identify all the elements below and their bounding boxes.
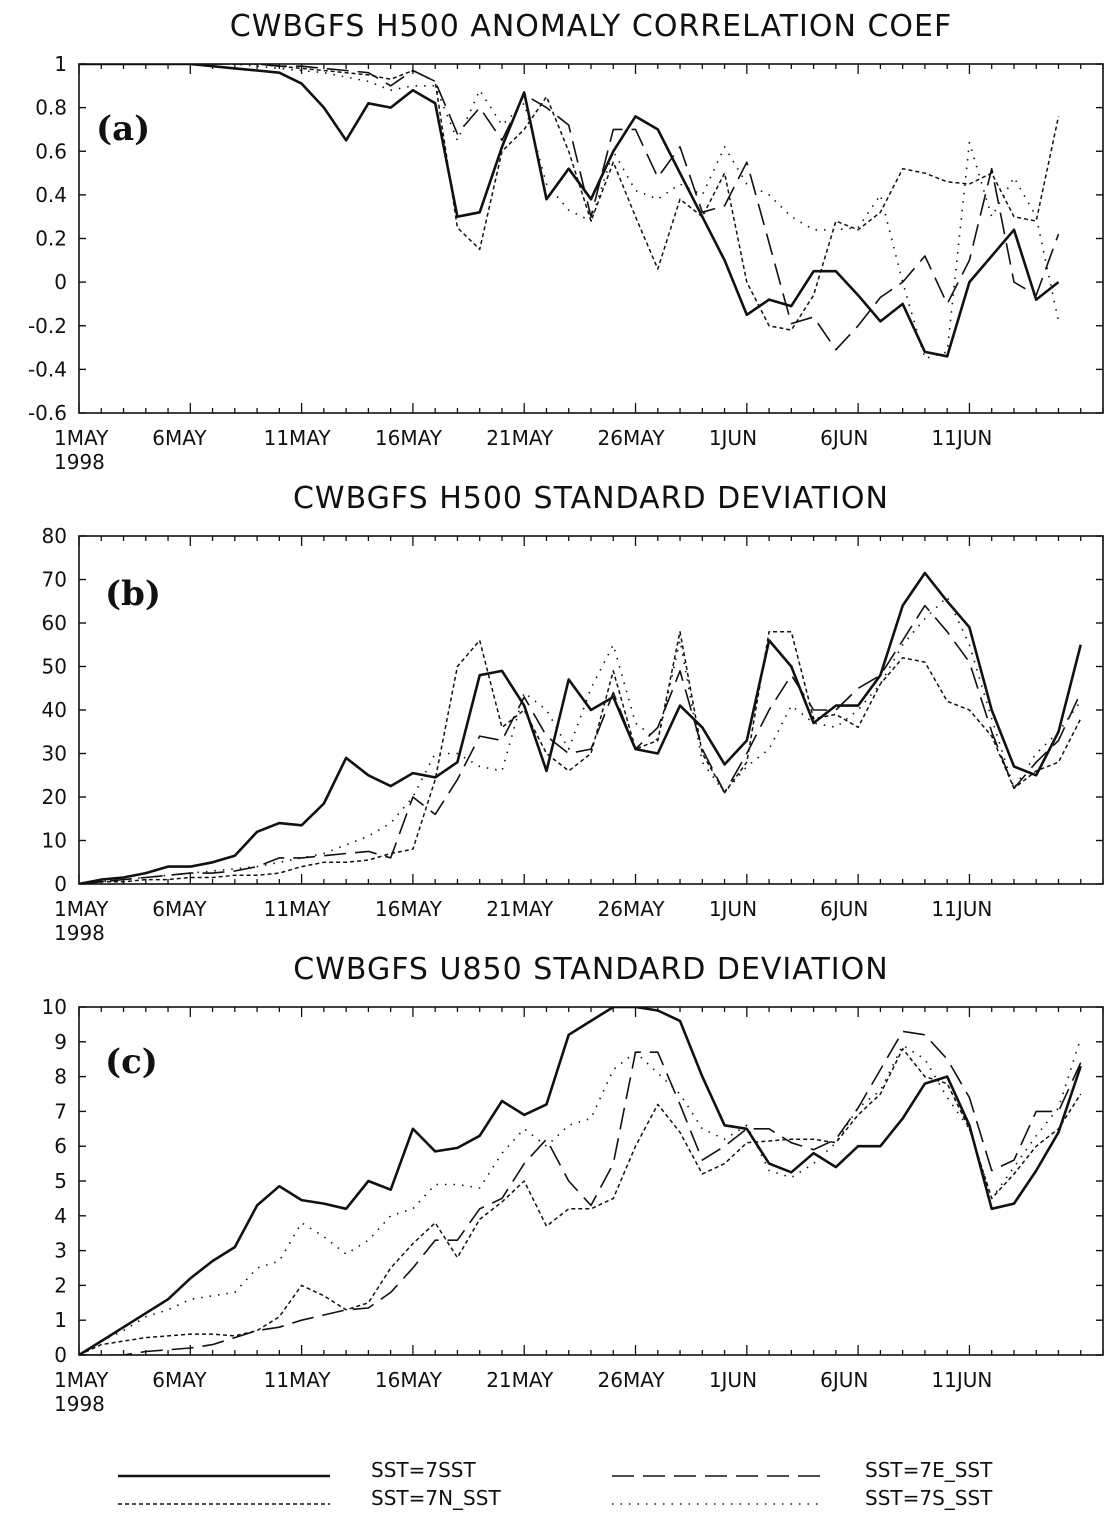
y-tick-label: 7: [54, 1099, 67, 1123]
legend-label: SST=7S_SST: [865, 1486, 993, 1510]
y-tick-label: 0: [54, 270, 67, 294]
x-tick-label: 1JUN: [709, 897, 757, 921]
y-tick-label: 1: [54, 52, 67, 76]
y-tick-label: 0: [54, 1343, 67, 1367]
y-tick-label: 20: [42, 785, 67, 809]
chart-panel-3: CWBGFS U850 STANDARD DEVIATION(c)1098765…: [42, 952, 1104, 1416]
y-tick-label: 6: [54, 1134, 67, 1158]
y-tick-label: 8: [54, 1065, 67, 1089]
x-tick-label: 26MAY: [598, 426, 666, 450]
x-tick-label: 11JUN: [931, 897, 992, 921]
y-tick-label: 30: [42, 742, 67, 766]
panel-label: (a): [96, 109, 150, 149]
x-year-label: 1998: [54, 921, 105, 945]
series-line-dotted: [79, 596, 1082, 884]
x-tick-label: 16MAY: [375, 897, 443, 921]
series-line-long-dash: [79, 64, 1060, 351]
legend-label: SST=7N_SST: [371, 1486, 501, 1510]
y-tick-label: 9: [54, 1030, 67, 1054]
x-tick-label: 21MAY: [486, 426, 554, 450]
legend-label: SST=7SST: [371, 1458, 476, 1482]
x-tick-label: 11JUN: [931, 1368, 992, 1392]
x-tick-label: 11JUN: [931, 426, 992, 450]
y-tick-label: 0.4: [35, 183, 67, 207]
legend-label: SST=7E_SST: [865, 1458, 993, 1482]
plot-frame: [78, 1006, 1104, 1356]
series-line-solid: [79, 1007, 1082, 1355]
panel-label: (b): [105, 574, 161, 614]
y-tick-label: 0.2: [35, 227, 67, 251]
series-line-dotted: [79, 1038, 1082, 1355]
x-tick-label: 1MAY: [54, 426, 109, 450]
chart-title: CWBGFS H500 STANDARD DEVIATION: [293, 481, 889, 516]
x-tick-label: 6MAY: [152, 426, 207, 450]
y-tick-label: 80: [42, 524, 67, 548]
x-tick-label: 21MAY: [486, 1368, 554, 1392]
panel-label: (c): [105, 1042, 158, 1082]
y-tick-label: 70: [42, 568, 67, 592]
y-tick-label: 1: [54, 1308, 67, 1332]
y-tick-label: 10: [42, 995, 67, 1019]
x-tick-label: 6MAY: [152, 1368, 207, 1392]
chart-title: CWBGFS H500 ANOMALY CORRELATION COEF: [230, 9, 952, 44]
y-tick-label: -0.2: [28, 314, 67, 338]
series-line-dotted: [79, 64, 1060, 360]
x-tick-label: 26MAY: [598, 897, 666, 921]
x-tick-label: 16MAY: [375, 1368, 443, 1392]
series-line-solid: [79, 571, 1082, 884]
series-line-long-dash: [79, 604, 1082, 884]
x-tick-label: 6JUN: [820, 426, 868, 450]
x-tick-label: 1JUN: [709, 1368, 757, 1392]
y-tick-label: -0.4: [28, 357, 67, 381]
series-line-short-dash: [79, 64, 1060, 331]
y-tick-label: 0: [54, 872, 67, 896]
y-tick-label: 5: [54, 1169, 67, 1193]
y-tick-label: 0.8: [35, 96, 67, 120]
x-year-label: 1998: [54, 450, 105, 474]
x-tick-label: 11MAY: [264, 1368, 332, 1392]
y-tick-label: 40: [42, 698, 67, 722]
x-tick-label: 1JUN: [709, 426, 757, 450]
y-tick-label: -0.6: [28, 401, 67, 425]
y-tick-label: 10: [42, 829, 67, 853]
plot-frame: [78, 63, 1104, 414]
x-tick-label: 11MAY: [264, 897, 332, 921]
x-tick-label: 26MAY: [598, 1368, 666, 1392]
y-tick-label: 0.6: [35, 139, 67, 163]
y-tick-label: 3: [54, 1239, 67, 1263]
chart-panel-1: CWBGFS H500 ANOMALY CORRELATION COEF (a) 1…: [28, 9, 1104, 474]
x-tick-label: 11MAY: [264, 426, 332, 450]
y-tick-label: 4: [54, 1204, 67, 1228]
x-tick-label: 6JUN: [820, 1368, 868, 1392]
series-line-solid: [79, 64, 1060, 358]
series-line-short-dash: [79, 1048, 1082, 1355]
chart-title: CWBGFS U850 STANDARD DEVIATION: [293, 952, 888, 987]
series-line-short-dash: [79, 630, 1082, 884]
x-year-label: 1998: [54, 1392, 105, 1416]
series-line-long-dash: [79, 1030, 1082, 1355]
y-tick-label: 50: [42, 655, 67, 679]
y-tick-label: 2: [54, 1273, 67, 1297]
x-tick-label: 1MAY: [54, 1368, 109, 1392]
x-tick-label: 21MAY: [486, 897, 554, 921]
chart-panel-2: CWBGFS H500 STANDARD DEVIATION (b) 80 70 60 5…: [42, 481, 1104, 945]
legend: SST=7SST SST=7E_SST SST=7N_SST SST=7S_SST: [118, 1458, 993, 1510]
x-tick-label: 6MAY: [152, 897, 207, 921]
x-tick-label: 6JUN: [820, 897, 868, 921]
x-tick-label: 1MAY: [54, 897, 109, 921]
y-tick-label: 60: [42, 611, 67, 635]
x-tick-label: 16MAY: [375, 426, 443, 450]
